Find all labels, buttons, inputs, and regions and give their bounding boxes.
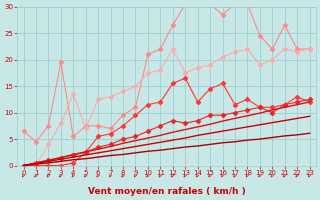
X-axis label: Vent moyen/en rafales ( km/h ): Vent moyen/en rafales ( km/h ) [88, 187, 245, 196]
